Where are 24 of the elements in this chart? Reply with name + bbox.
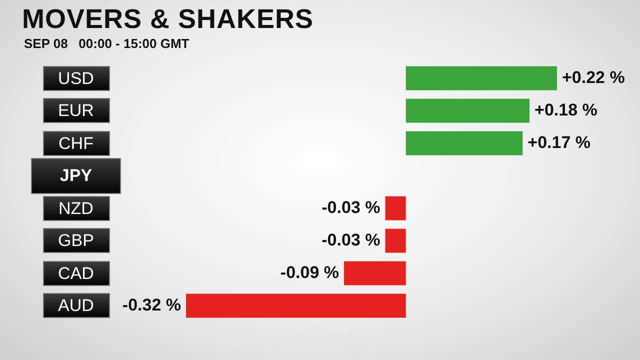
y-tick-label: GBP <box>42 228 110 254</box>
y-tick-label: AUD <box>42 293 110 318</box>
y-tick-label: CAD <box>42 260 110 286</box>
bar <box>344 261 406 286</box>
bar <box>385 228 406 253</box>
bar <box>406 98 530 123</box>
data-label: -0.09 % <box>280 262 340 282</box>
bar <box>385 196 406 220</box>
bar <box>406 66 557 90</box>
bar <box>406 131 523 156</box>
y-tick-label: NZD <box>42 196 110 221</box>
data-label: -0.32 % <box>122 295 181 314</box>
data-label: -0.03 % <box>322 230 380 250</box>
y-tick-label: JPY <box>31 158 121 194</box>
chart-title: MOVERS & SHAKERS <box>22 4 314 35</box>
chart-subtitle: SEP 08 00:00 - 15:00 GMT <box>24 36 190 51</box>
y-tick-label: CHF <box>42 130 110 156</box>
data-label: +0.18 % <box>534 100 598 120</box>
y-tick-label: USD <box>42 66 110 91</box>
data-label: -0.03 % <box>322 198 380 217</box>
bar <box>186 294 406 318</box>
data-label: +0.22 % <box>562 68 625 87</box>
data-label: +0.17 % <box>528 132 591 152</box>
y-tick-label: EUR <box>42 98 110 124</box>
